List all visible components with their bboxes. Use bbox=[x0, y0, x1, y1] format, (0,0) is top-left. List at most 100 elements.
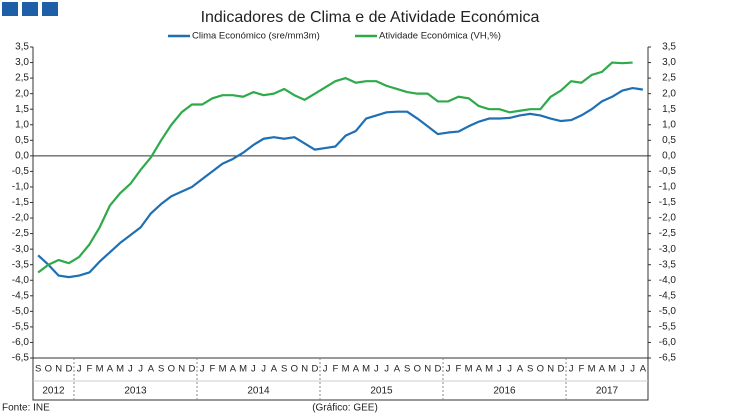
y2-tick-label: 0,5 bbox=[662, 135, 676, 146]
y-tick-label: -2,5 bbox=[12, 228, 30, 239]
x-tick-label: D bbox=[434, 364, 441, 375]
y-tick-label: -1,0 bbox=[12, 182, 30, 193]
x-tick-label: O bbox=[168, 364, 175, 375]
x-tick-label: A bbox=[640, 364, 647, 375]
y-tick-label: 1,0 bbox=[15, 119, 29, 130]
x-tick-label: A bbox=[271, 364, 278, 375]
legend-label: Atividade Económica (VH,%) bbox=[379, 31, 501, 42]
x-tick-label: J bbox=[77, 364, 82, 375]
x-tick-label: A bbox=[353, 364, 360, 375]
x-tick-label: O bbox=[537, 364, 544, 375]
x-tick-label: O bbox=[291, 364, 298, 375]
year-label: 2015 bbox=[370, 386, 393, 397]
x-tick-label: A bbox=[107, 364, 114, 375]
year-label: 2013 bbox=[124, 386, 147, 397]
x-tick-label: J bbox=[128, 364, 133, 375]
y2-tick-label: -4,0 bbox=[659, 275, 677, 286]
x-tick-label: A bbox=[394, 364, 401, 375]
x-tick-label: F bbox=[86, 364, 92, 375]
x-tick-label: O bbox=[45, 364, 52, 375]
y-tick-label: -3,0 bbox=[12, 244, 30, 255]
x-tick-label: S bbox=[158, 364, 164, 375]
x-tick-label: F bbox=[578, 364, 584, 375]
year-label: 2016 bbox=[493, 386, 516, 397]
chart-title: Indicadores de Clima e de Atividade Econ… bbox=[201, 9, 540, 26]
logo-square bbox=[22, 2, 38, 16]
x-tick-label: J bbox=[384, 364, 389, 375]
y2-tick-label: 1,5 bbox=[662, 104, 676, 115]
y-tick-label: -3,5 bbox=[12, 259, 30, 270]
y-tick-label: -0,5 bbox=[12, 166, 30, 177]
x-tick-label: J bbox=[261, 364, 266, 375]
y2-tick-label: 3,5 bbox=[662, 42, 676, 53]
x-axis-box bbox=[32, 357, 649, 401]
y-tick-label: -4,0 bbox=[12, 275, 30, 286]
x-tick-label: O bbox=[414, 364, 421, 375]
y2-tick-label: -3,0 bbox=[659, 244, 677, 255]
x-tick-label: N bbox=[424, 364, 431, 375]
y-tick-label: 3,0 bbox=[15, 57, 29, 68]
x-tick-label: A bbox=[476, 364, 483, 375]
series-line bbox=[37, 86, 644, 279]
x-tick-label: A bbox=[148, 364, 155, 375]
y2-tick-label: -6,5 bbox=[659, 353, 677, 364]
x-tick-label: M bbox=[96, 364, 104, 375]
y-tick-label: -6,0 bbox=[12, 337, 30, 348]
x-tick-label: M bbox=[239, 364, 247, 375]
x-tick-label: M bbox=[608, 364, 616, 375]
year-label: 2012 bbox=[42, 386, 65, 397]
x-tick-label: J bbox=[323, 364, 328, 375]
x-tick-label: M bbox=[465, 364, 473, 375]
x-tick-label: N bbox=[55, 364, 62, 375]
x-tick-label: A bbox=[230, 364, 237, 375]
year-label: 2017 bbox=[596, 386, 619, 397]
x-tick-label: M bbox=[588, 364, 596, 375]
y2-tick-label: -0,5 bbox=[659, 166, 677, 177]
y-tick-label: -1,5 bbox=[12, 197, 30, 208]
y2-tick-label: -3,5 bbox=[659, 259, 677, 270]
y-tick-label: -4,5 bbox=[12, 290, 30, 301]
y2-tick-label: 1,0 bbox=[662, 119, 676, 130]
x-tick-label: D bbox=[311, 364, 318, 375]
x-tick-label: N bbox=[178, 364, 185, 375]
x-tick-label: F bbox=[455, 364, 461, 375]
y-tick-label: 2,0 bbox=[15, 88, 29, 99]
credit: (Gráfico: GEE) bbox=[312, 403, 378, 414]
x-tick-label: A bbox=[599, 364, 606, 375]
y-tick-label: 0,0 bbox=[15, 150, 29, 161]
y-tick-label: 1,5 bbox=[15, 104, 29, 115]
series-line bbox=[37, 61, 633, 274]
y-tick-label: -6,5 bbox=[12, 353, 30, 364]
y2-tick-label: -1,5 bbox=[659, 197, 677, 208]
logo-square bbox=[2, 2, 18, 16]
x-tick-label: J bbox=[630, 364, 635, 375]
x-tick-label: N bbox=[547, 364, 554, 375]
y2-tick-label: -1,0 bbox=[659, 182, 677, 193]
y2-tick-label: -4,5 bbox=[659, 290, 677, 301]
y-tick-label: 0,5 bbox=[15, 135, 29, 146]
y-tick-label: -5,0 bbox=[12, 306, 30, 317]
x-tick-label: N bbox=[301, 364, 308, 375]
x-tick-label: S bbox=[527, 364, 533, 375]
x-tick-label: M bbox=[116, 364, 124, 375]
x-tick-label: J bbox=[251, 364, 256, 375]
y2-tick-label: 3,0 bbox=[662, 57, 676, 68]
y2-tick-label: -2,0 bbox=[659, 213, 677, 224]
x-tick-label: D bbox=[188, 364, 195, 375]
y-tick-label: 3,5 bbox=[15, 42, 29, 53]
x-tick-label: F bbox=[332, 364, 338, 375]
x-tick-label: J bbox=[569, 364, 574, 375]
y2-tick-label: -6,0 bbox=[659, 337, 677, 348]
y2-tick-label: -2,5 bbox=[659, 228, 677, 239]
legend-label: Clima Económico (sre/mm3m) bbox=[192, 31, 320, 42]
x-tick-label: J bbox=[497, 364, 502, 375]
x-tick-label: M bbox=[219, 364, 227, 375]
x-tick-label: J bbox=[620, 364, 625, 375]
y2-tick-label: 2,0 bbox=[662, 88, 676, 99]
x-tick-label: S bbox=[404, 364, 410, 375]
y-tick-label: -2,0 bbox=[12, 213, 30, 224]
x-tick-label: D bbox=[65, 364, 72, 375]
y-tick-label: -5,5 bbox=[12, 322, 30, 333]
